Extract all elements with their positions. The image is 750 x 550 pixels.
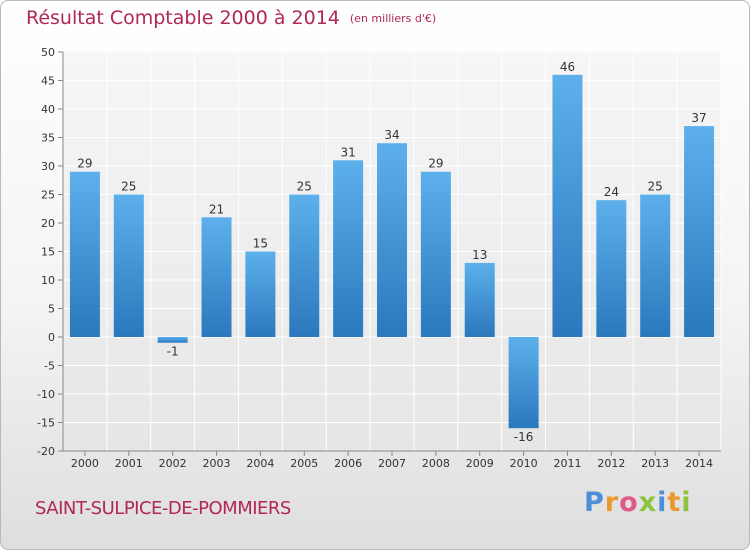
logo-letter: i <box>681 487 692 518</box>
y-tick-label: 30 <box>41 160 55 173</box>
bar <box>508 337 539 429</box>
y-tick-label: -5 <box>44 360 55 373</box>
chart-subtitle: (en milliers d'€) <box>349 12 437 25</box>
bar-value-label: 31 <box>340 145 355 159</box>
bar <box>377 143 407 337</box>
bar <box>684 126 715 337</box>
bar <box>596 200 627 337</box>
x-tick-label: 2007 <box>378 457 406 470</box>
bar-value-label: 25 <box>648 180 663 194</box>
y-tick-label: 10 <box>41 274 55 287</box>
bar-value-label: 13 <box>472 248 487 262</box>
x-tick-label: 2004 <box>246 457 274 470</box>
bar <box>289 194 320 337</box>
logo-letter: P <box>584 487 605 518</box>
bar <box>552 74 583 338</box>
chart-title-text: Résultat Comptable 2000 à 2014 <box>26 7 340 29</box>
x-tick-label: 2002 <box>159 457 187 470</box>
y-tick-label: 20 <box>41 217 55 230</box>
x-tick-label: 2006 <box>334 457 362 470</box>
bar-value-label: 46 <box>560 60 575 74</box>
x-tick-label: 2012 <box>597 457 625 470</box>
y-tick-label: 15 <box>41 246 55 259</box>
x-tick-label: 2001 <box>115 457 143 470</box>
y-tick-label: 45 <box>41 75 55 88</box>
logo-letter: o <box>619 487 639 518</box>
bar <box>464 262 495 337</box>
y-tick-label: -20 <box>37 445 55 458</box>
bar-value-label: 34 <box>384 128 399 142</box>
bar-value-label: 25 <box>297 180 312 194</box>
proxiti-logo[interactable]: Proxiti <box>584 487 692 518</box>
x-tick-label: 2000 <box>71 457 99 470</box>
x-tick-label: 2011 <box>553 457 581 470</box>
y-tick-label: 5 <box>48 303 55 316</box>
bar <box>113 194 144 337</box>
bar-value-label: 37 <box>691 111 706 125</box>
y-tick-label: 35 <box>41 132 55 145</box>
y-tick-label: -10 <box>37 388 55 401</box>
logo-letter: r <box>604 487 620 518</box>
y-tick-label: 0 <box>48 331 55 344</box>
bar <box>157 337 188 343</box>
x-tick-label: 2014 <box>685 457 713 470</box>
bar-value-label: 15 <box>253 237 268 251</box>
bar-value-label: -16 <box>514 430 534 444</box>
bar-value-label: -1 <box>167 345 179 359</box>
y-tick-label: 40 <box>41 103 55 116</box>
bar-value-label: 29 <box>77 157 92 171</box>
x-tick-label: 2005 <box>290 457 318 470</box>
bar <box>201 217 232 337</box>
bar-value-label: 25 <box>121 180 136 194</box>
logo-letter: t <box>667 487 682 518</box>
x-tick-label: 2008 <box>422 457 450 470</box>
y-tick-label: 50 <box>41 46 55 59</box>
x-tick-label: 2013 <box>641 457 669 470</box>
bar <box>245 251 276 337</box>
bar-value-label: 21 <box>209 202 224 216</box>
x-tick-label: 2003 <box>203 457 231 470</box>
bar <box>333 160 364 337</box>
commune-name: SAINT-SULPICE-DE-POMMIERS <box>35 498 291 519</box>
bar <box>420 171 451 337</box>
bar-value-label: 29 <box>428 157 443 171</box>
logo-letter: x <box>638 487 658 518</box>
y-tick-label: 25 <box>41 189 55 202</box>
bar <box>640 194 671 337</box>
y-tick-label: -15 <box>37 417 55 430</box>
bar-value-label: 24 <box>604 185 619 199</box>
x-tick-label: 2009 <box>466 457 494 470</box>
logo-letter: i <box>657 487 668 518</box>
x-tick-label: 2010 <box>510 457 538 470</box>
chart-title: Résultat Comptable 2000 à 2014 (en millie… <box>26 7 436 29</box>
bar <box>69 171 100 337</box>
